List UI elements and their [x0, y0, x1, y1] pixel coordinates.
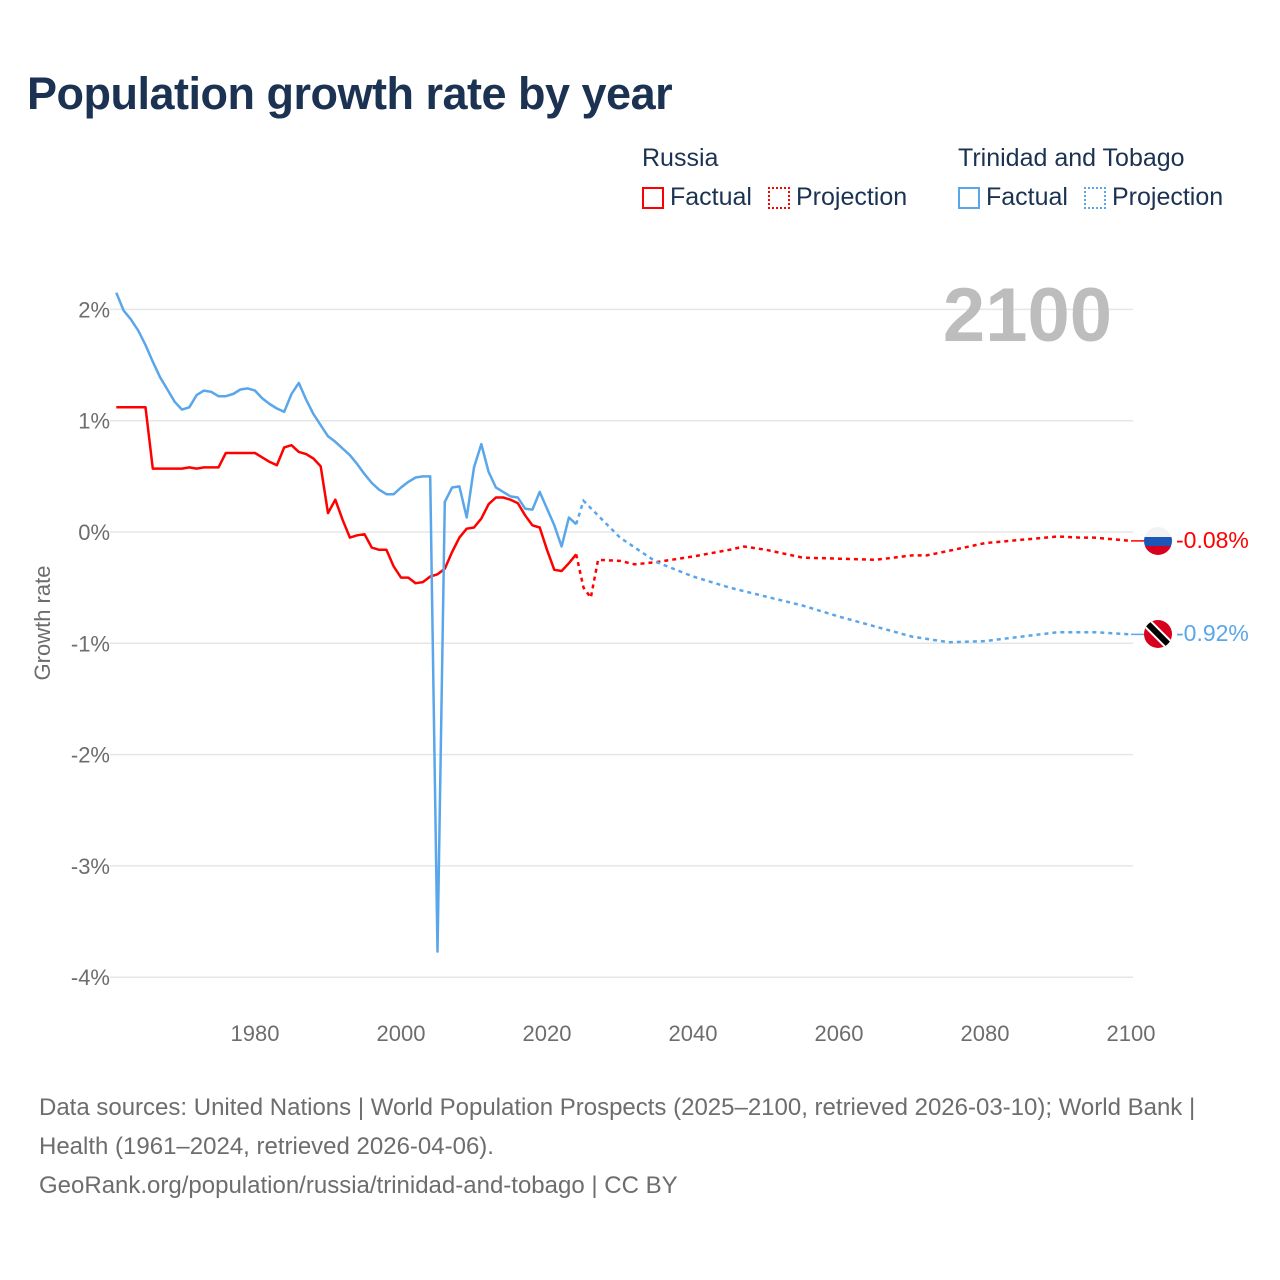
y-tick-label: -4%	[71, 965, 110, 990]
legend-group-name: Trinidad and Tobago	[958, 144, 1185, 172]
y-tick-label: 0%	[78, 520, 110, 545]
y-tick-label: 2%	[78, 297, 110, 322]
x-tick-label: 2040	[669, 1021, 718, 1046]
legend-russia-projection[interactable]: Projection	[767, 183, 908, 212]
russia-flag-icon	[1144, 527, 1172, 555]
solid-swatch-icon	[958, 186, 980, 209]
chart-title: Population growth rate by year	[27, 68, 673, 119]
year-badge: 2100	[943, 273, 1112, 358]
legend-label: Projection	[1111, 183, 1224, 211]
legend-group-russia: Russia Factual Projection	[642, 144, 907, 212]
x-tick-label: 2020	[523, 1021, 572, 1046]
y-tick-label: 1%	[78, 409, 110, 434]
trinidad-projection-line	[575, 498, 1132, 644]
x-tick-label: 2000	[377, 1021, 426, 1046]
y-tick-label: -3%	[71, 854, 110, 879]
legend-group-name: Russia	[642, 144, 719, 172]
trinidad-and-tobago-flag-icon	[1144, 620, 1172, 648]
solid-swatch-icon	[642, 186, 664, 209]
russia-factual-line	[116, 406, 578, 585]
y-axis-label: Growth rate	[30, 566, 55, 681]
data-sources: Data sources: United Nations | World Pop…	[39, 1094, 1196, 1160]
x-tick-label: 2100	[1107, 1021, 1156, 1046]
trinidad-end-label: -0.92%	[1176, 620, 1249, 646]
dotted-swatch-icon	[1083, 186, 1106, 209]
footer: Data sources: United Nations | World Pop…	[39, 1088, 1239, 1205]
legend-group-trinidad: Trinidad and Tobago Factual Projection	[958, 144, 1223, 212]
legend-label: Factual	[986, 183, 1068, 211]
legend-trinidad-factual[interactable]: Factual	[958, 183, 1068, 212]
credit-link[interactable]: GeoRank.org/population/russia/trinidad-a…	[39, 1172, 678, 1199]
legend-label: Projection	[795, 183, 908, 211]
legend-label: Factual	[670, 183, 752, 211]
x-tick-label: 2060	[815, 1021, 864, 1046]
legend-trinidad-projection[interactable]: Projection	[1083, 183, 1224, 212]
y-tick-label: -1%	[71, 631, 110, 656]
trinidad-factual-line	[115, 292, 578, 953]
russia-end-label: -0.08%	[1176, 527, 1249, 553]
legend-russia-factual[interactable]: Factual	[642, 183, 752, 212]
russia-projection-line	[574, 535, 1132, 601]
x-tick-label: 2080	[961, 1021, 1010, 1046]
x-tick-label: 1980	[231, 1021, 280, 1046]
dotted-swatch-icon	[767, 186, 790, 209]
y-tick-label: -2%	[71, 743, 110, 768]
